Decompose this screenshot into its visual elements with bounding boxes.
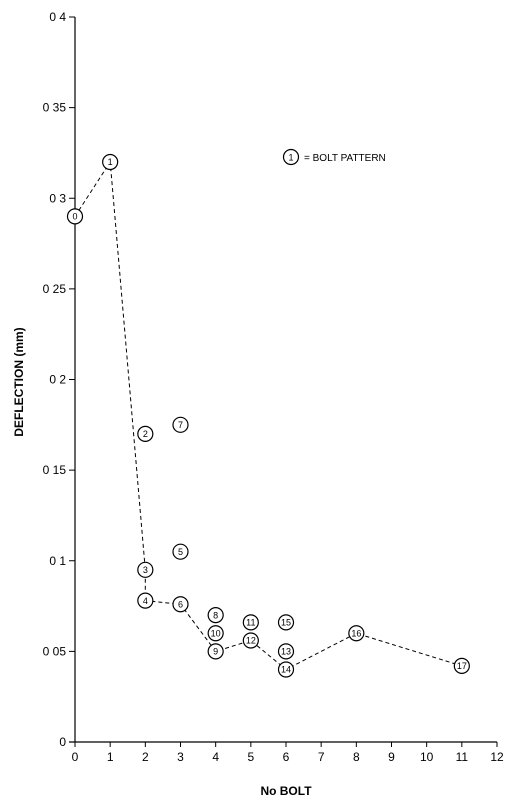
x-tick-label: 1 — [107, 750, 114, 764]
point-marker — [137, 425, 154, 442]
point-label: 8 — [213, 610, 218, 620]
point-label: 11 — [246, 618, 255, 628]
point-marker — [207, 643, 224, 660]
x-tick-label: 12 — [490, 750, 504, 764]
dashed-trend-line — [74, 160, 462, 671]
x-tick-label: 9 — [388, 750, 395, 764]
point-marker — [242, 632, 259, 649]
point-marker — [207, 607, 224, 624]
bolt-pattern-point: 15 — [277, 614, 295, 631]
point-label: 9 — [213, 647, 218, 657]
point-label: 5 — [178, 547, 183, 557]
x-tick-label: 11 — [456, 750, 469, 764]
point-marker — [172, 596, 189, 613]
bolt-pattern-point: 13 — [277, 643, 295, 660]
point-marker — [172, 543, 189, 560]
x-tick-label: 10 — [420, 750, 434, 764]
legend: 1 = BOLT PATTERN — [282, 148, 386, 166]
x-tick-label: 3 — [177, 750, 184, 764]
point-marker — [242, 614, 259, 631]
legend-marker-label: 1 — [288, 153, 293, 163]
point-marker — [137, 561, 154, 578]
point-label: 4 — [143, 596, 148, 606]
x-tick-label: 4 — [212, 750, 219, 764]
bolt-pattern-point: 4 — [137, 592, 154, 609]
point-marker — [66, 208, 84, 225]
point-marker — [172, 416, 189, 433]
bolt-pattern-point: 14 — [277, 661, 295, 678]
point-label: 0 — [72, 212, 77, 222]
point-label: 1 — [108, 157, 113, 167]
y-axis-ticks: 0 0 05 0 1 0 15 0 2 0 25 0 3 0 35 0 4 — [43, 10, 75, 749]
point-label: 13 — [281, 647, 291, 657]
y-tick-label: 0 25 — [43, 282, 67, 296]
point-marker — [102, 153, 119, 171]
x-tick-label: 6 — [283, 750, 290, 764]
point-label: 14 — [281, 665, 291, 675]
point-marker — [348, 625, 365, 642]
axes — [69, 17, 497, 743]
point-marker — [277, 661, 295, 678]
x-tick-label: 0 — [72, 750, 79, 764]
y-tick-label: 0 15 — [43, 463, 67, 477]
y-tick-label: 0 35 — [43, 101, 67, 115]
bolt-pattern-point: 3 — [137, 561, 154, 578]
y-axis-title: DEFLECTION (mm) — [12, 327, 26, 436]
bolt-pattern-point: 9 — [207, 643, 224, 660]
x-tick-label: 5 — [247, 750, 254, 764]
bolt-pattern-point: 17 — [453, 657, 470, 674]
bolt-pattern-point: 10 — [207, 625, 224, 642]
point-label: 15 — [281, 618, 291, 628]
legend-marker-circle — [282, 148, 300, 166]
bolt-pattern-point: 6 — [172, 596, 189, 613]
point-marker — [453, 657, 470, 674]
bolt-pattern-point: 11 — [242, 614, 259, 631]
bolt-pattern-point: 2 — [137, 425, 154, 442]
y-tick-label: 0 3 — [49, 191, 66, 205]
bolt-pattern-point: 16 — [348, 625, 365, 642]
point-label: 7 — [178, 420, 183, 430]
point-marker — [207, 625, 224, 642]
bolt-pattern-point: 1 — [102, 153, 119, 171]
y-tick-label: 0 05 — [43, 644, 67, 658]
legend-text: = BOLT PATTERN — [304, 153, 386, 164]
point-marker — [277, 643, 295, 660]
bolt-pattern-point: 0 — [66, 208, 84, 225]
x-axis-ticks: 0 1 2 3 4 5 6 7 8 9 10 11 12 — [72, 742, 504, 764]
x-axis-title: No BOLT — [260, 784, 312, 798]
x-tick-label: 2 — [142, 750, 149, 764]
x-tick-label: 7 — [318, 750, 325, 764]
bolt-pattern-point: 8 — [207, 607, 224, 624]
y-tick-label: 0 2 — [49, 373, 66, 387]
bolt-pattern-point: 12 — [242, 632, 259, 649]
point-label: 12 — [246, 636, 256, 646]
point-label: 3 — [143, 565, 148, 575]
point-label: 17 — [457, 661, 467, 671]
y-tick-label: 0 — [59, 735, 66, 749]
bolt-pattern-point: 5 — [172, 543, 189, 560]
point-label: 16 — [351, 628, 361, 638]
point-marker — [137, 592, 154, 609]
point-label: 2 — [143, 429, 148, 439]
x-tick-label: 8 — [353, 750, 360, 764]
point-marker — [277, 614, 295, 631]
y-tick-label: 0 4 — [49, 10, 66, 24]
point-label: 10 — [211, 628, 221, 638]
bolt-pattern-point: 7 — [172, 416, 189, 433]
y-tick-label: 0 1 — [49, 554, 66, 568]
point-label: 6 — [178, 599, 183, 609]
